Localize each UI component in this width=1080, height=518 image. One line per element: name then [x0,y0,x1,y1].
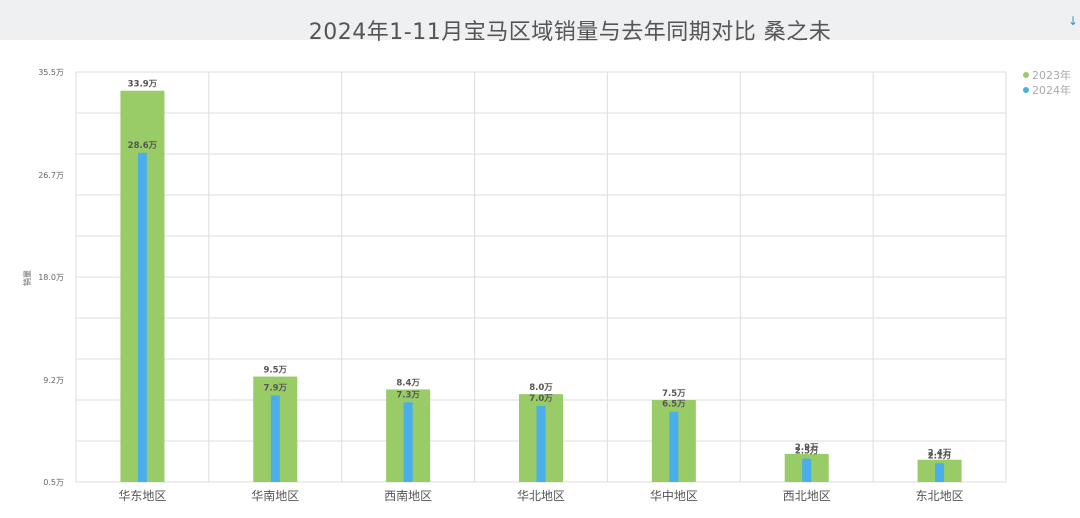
legend-marker [1023,87,1029,93]
x-tick-label: 华北地区 [517,489,565,503]
title-band [0,0,1080,40]
bar-2024 [802,458,812,482]
bar-2024 [536,405,546,482]
x-tick-label: 东北地区 [916,489,964,503]
chart-title: 2024年1-11月宝马区域销量与去年同期对比 桑之未 [308,20,832,45]
legend-label: 2024年 [1032,83,1071,97]
y-tick-label: 35.5万 [38,68,64,77]
data-label-2023: 9.5万 [264,366,288,376]
x-tick-label: 华南地区 [251,488,299,503]
x-tick-label: 西南地区 [384,488,432,503]
y-tick-label: 0.5万 [43,478,64,487]
data-label-2023: 8.0万 [529,383,553,393]
y-axis-label: 销量 [22,270,32,286]
x-tick-label: 西北地区 [783,489,831,503]
bar-2024 [137,152,147,483]
data-label-2024: 7.3万 [396,390,420,400]
data-label-2023: 7.5万 [662,389,686,399]
data-label-2024: 7.9万 [264,383,288,393]
bar-2024 [935,463,945,482]
data-label-2023: 2.4万 [928,449,952,459]
bar-2024 [403,402,413,482]
y-tick-label: 9.2万 [43,376,64,385]
y-tick-label: 26.7万 [38,171,64,180]
data-label-2024: 6.5万 [662,400,686,410]
data-label-2023: 2.9万 [795,443,819,453]
bar-2024 [270,395,280,482]
legend-label: 2023年 [1032,68,1071,82]
bar-2024 [669,411,679,482]
y-tick-label: 18.0万 [38,273,64,282]
data-label-2024: 2.1万 [928,451,952,461]
x-tick-label: 华东地区 [118,489,166,503]
data-label-2024: 2.5万 [795,447,819,457]
data-label-2023: 8.4万 [396,378,420,388]
data-label-2023: 33.9万 [128,80,158,90]
x-tick-label: 华中地区 [650,488,698,503]
data-label-2024: 7.0万 [529,394,553,404]
legend-marker [1023,72,1029,78]
data-label-2024: 28.6万 [128,141,158,151]
download-icon[interactable]: ↓ [1068,14,1079,28]
